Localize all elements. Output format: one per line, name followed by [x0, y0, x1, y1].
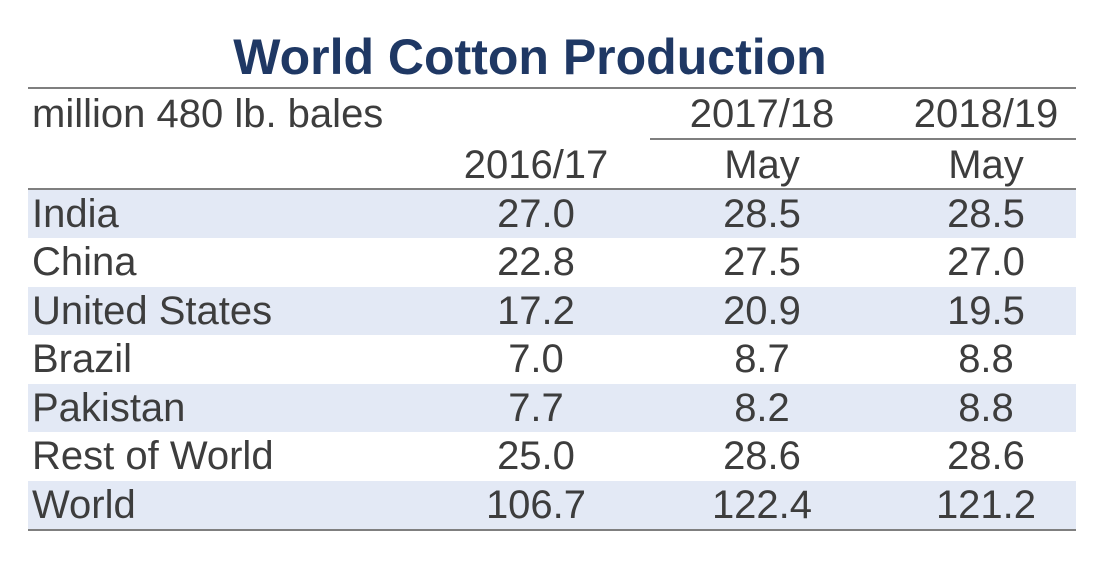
cell-pakistan-2016-17: 7.7 [508, 386, 564, 430]
row-label-india: India [32, 192, 119, 236]
row-label-brazil: Brazil [32, 337, 133, 381]
column-group-2018-19: 2018/19 [913, 92, 1059, 136]
column-header-may-2017-18: May [724, 143, 800, 187]
unit-label: million 480 lb. bales [32, 92, 384, 136]
cell-pakistan-2017-18: 8.2 [734, 386, 790, 430]
top-rule [28, 87, 1076, 89]
column-group-2017-18: 2017/18 [689, 92, 835, 136]
cell-united-states-2016-17: 17.2 [497, 289, 575, 333]
row-band [28, 190, 1076, 238]
cell-brazil-2016-17: 7.0 [508, 337, 564, 381]
table-title: World Cotton Production [233, 29, 827, 85]
row-label-china: China [32, 240, 137, 284]
row-band [28, 481, 1076, 529]
cell-world-2017-18: 122.4 [711, 483, 813, 527]
row-band [28, 384, 1076, 432]
cell-india-2017-18: 28.5 [723, 192, 801, 236]
cell-pakistan-2018-19: 8.8 [958, 386, 1014, 430]
cell-world-2016-17: 106.7 [485, 483, 587, 527]
cell-china-2017-18: 27.5 [723, 240, 801, 284]
cell-rest-of-world-2016-17: 25.0 [497, 434, 575, 478]
cell-united-states-2017-18: 20.9 [723, 289, 801, 333]
cell-rest-of-world-2017-18: 28.6 [723, 434, 801, 478]
header-rule [28, 188, 1076, 190]
row-label-rest-of-world: Rest of World [32, 434, 274, 478]
row-label-united-states: United States [32, 289, 273, 333]
row-band [28, 287, 1076, 335]
column-header-2016-17: 2016/17 [463, 143, 609, 187]
row-label-pakistan: Pakistan [32, 386, 186, 430]
cell-brazil-2017-18: 8.7 [734, 337, 790, 381]
cell-brazil-2018-19: 8.8 [958, 337, 1014, 381]
bottom-rule [28, 529, 1076, 531]
cell-world-2018-19: 121.2 [935, 483, 1037, 527]
cell-rest-of-world-2018-19: 28.6 [947, 434, 1025, 478]
cell-india-2016-17: 27.0 [497, 192, 575, 236]
cell-china-2018-19: 27.0 [947, 240, 1025, 284]
cell-china-2016-17: 22.8 [497, 240, 575, 284]
cell-united-states-2018-19: 19.5 [947, 289, 1025, 333]
cell-india-2018-19: 28.5 [947, 192, 1025, 236]
column-group-rule [650, 138, 1076, 140]
row-label-world: World [32, 483, 136, 527]
column-header-may-2018-19: May [948, 143, 1024, 187]
